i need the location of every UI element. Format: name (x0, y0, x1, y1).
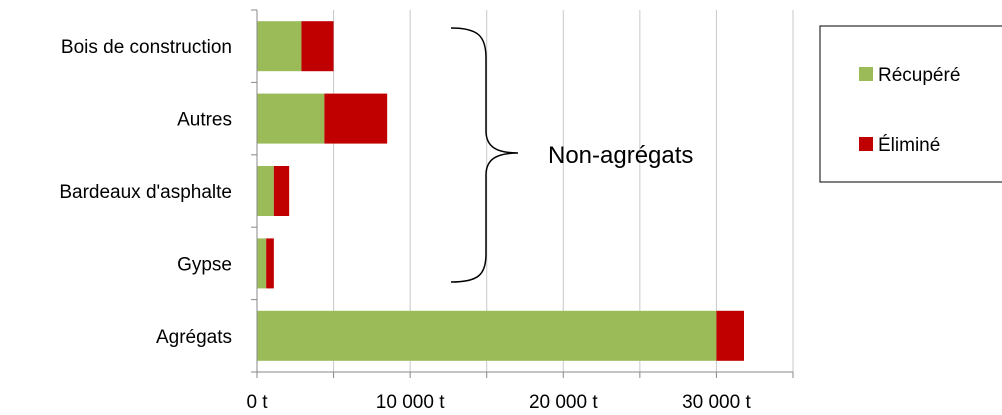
category-label: Bardeaux d'asphalte (59, 182, 232, 203)
category-label: Agrégats (156, 327, 232, 348)
bar-recupere (257, 21, 302, 72)
bar-recupere (257, 238, 267, 289)
x-tick-label: 20 000 t (529, 392, 598, 413)
legend-label-recupere: Récupéré (878, 65, 960, 86)
bar-recupere (257, 310, 717, 361)
legend: Récupéré Éliminé (819, 25, 1002, 183)
legend-box (819, 25, 1002, 183)
non-agregats-annotation: Non-agrégats (450, 27, 693, 283)
category-label: Bois de construction (61, 37, 232, 58)
bar-elimine (716, 310, 744, 361)
bar-elimine (301, 21, 334, 72)
category-labels: Bois de construction Autres Bardeaux d'asp… (59, 37, 232, 348)
x-tick-labels: 0 t 10 000 t 20 000 t 30 000 t (246, 392, 751, 413)
legend-swatch-recupere (859, 67, 873, 81)
bar-elimine (324, 93, 388, 144)
x-tick-label: 30 000 t (682, 392, 751, 413)
legend-item-recupere: Récupéré (859, 65, 960, 86)
bar-elimine (266, 238, 274, 289)
x-tick-label: 0 t (246, 392, 268, 413)
annotation-label: Non-agrégats (548, 142, 693, 169)
bar-recupere (257, 93, 325, 144)
axes (251, 9, 794, 378)
legend-swatch-elimine (859, 137, 873, 151)
category-label: Autres (177, 110, 232, 131)
category-label: Gypse (177, 254, 232, 275)
curly-brace (450, 27, 519, 283)
bar-recupere (257, 166, 274, 216)
legend-item-elimine: Éliminé (859, 135, 940, 156)
legend-label-elimine: Éliminé (878, 135, 940, 156)
bar-elimine (273, 166, 290, 216)
bars (257, 21, 744, 361)
x-tick-label: 10 000 t (376, 392, 445, 413)
